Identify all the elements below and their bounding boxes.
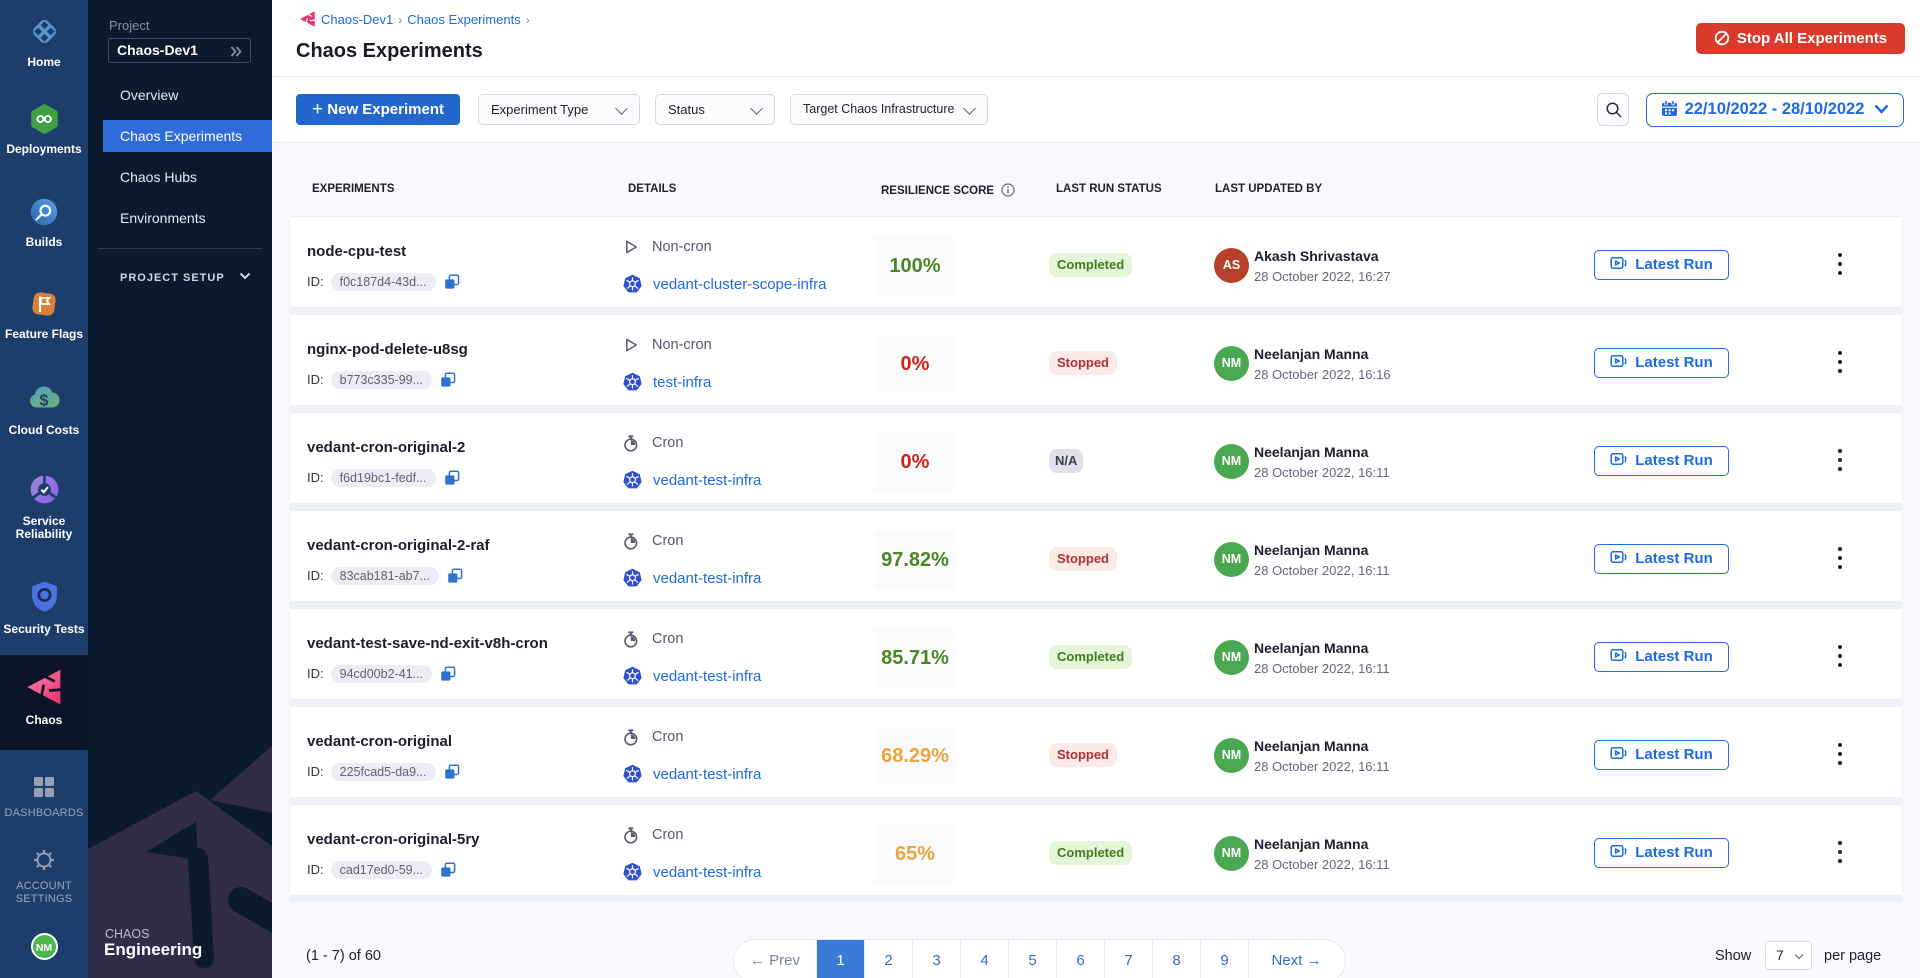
- svg-text:$: $: [40, 392, 49, 410]
